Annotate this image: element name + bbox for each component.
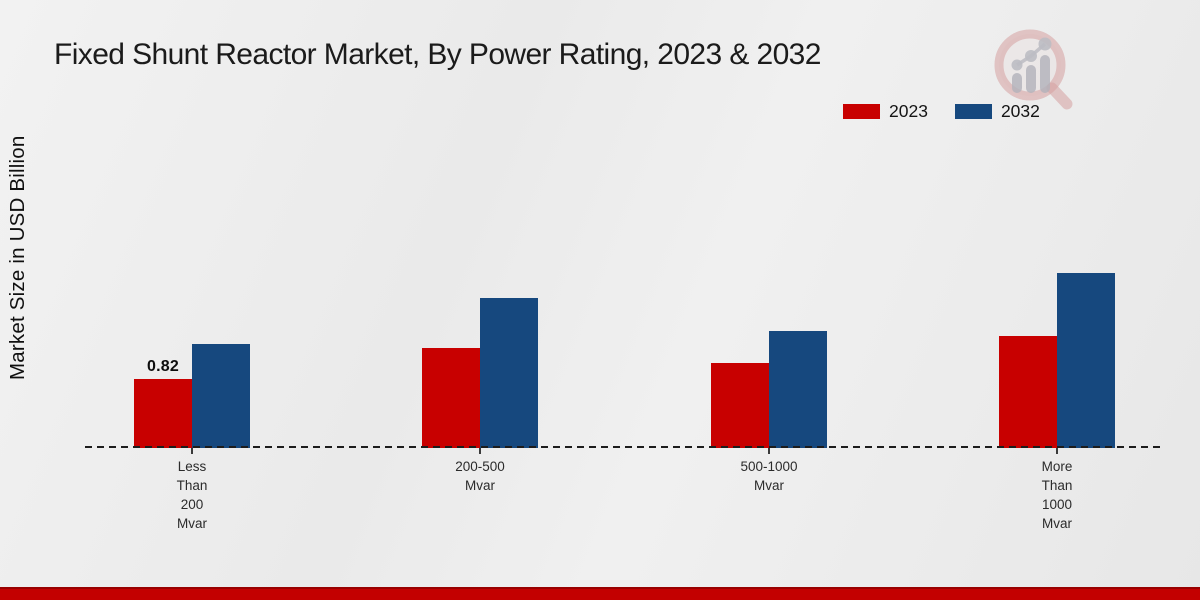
legend-item-2023: 2023 [843,101,928,122]
bar-2023-4 [999,336,1057,448]
x-axis-baseline [85,446,1164,448]
legend-item-2032: 2032 [954,101,1040,122]
legend-label-2032: 2032 [1000,101,1040,121]
bar-value-label: 0.82 [147,358,179,375]
x-axis-tick [479,448,481,454]
x-axis-tick [191,448,193,454]
legend-label-2023: 2023 [889,101,928,121]
bar-2023-3 [711,363,769,448]
bar-2032-4 [1057,273,1115,448]
x-axis-tick [1056,448,1058,454]
chart-title: Fixed Shunt Reactor Market, By Power Rat… [54,38,821,71]
x-axis-category-label: Less Than 200 Mvar [176,459,208,531]
x-axis-tick [768,448,770,454]
legend-swatch-2023 [843,104,880,119]
bar-2023-1 [134,379,192,448]
bottom-accent-bar [0,587,1200,600]
legend: 2023 2032 [843,101,1040,122]
magnifier-bar-chart-logo-icon [994,29,1073,110]
legend-swatch-2032 [954,104,992,119]
x-axis-category-label: More Than 1000 Mvar [1041,459,1073,531]
bar-2032-1 [192,344,250,448]
x-axis-category-label: 200-500 Mvar [455,459,505,493]
bar-2023-2 [422,348,480,448]
bar-2032-3 [769,331,827,448]
x-axis-category-label: 500-1000 Mvar [740,459,798,493]
bar-2032-2 [480,298,538,448]
